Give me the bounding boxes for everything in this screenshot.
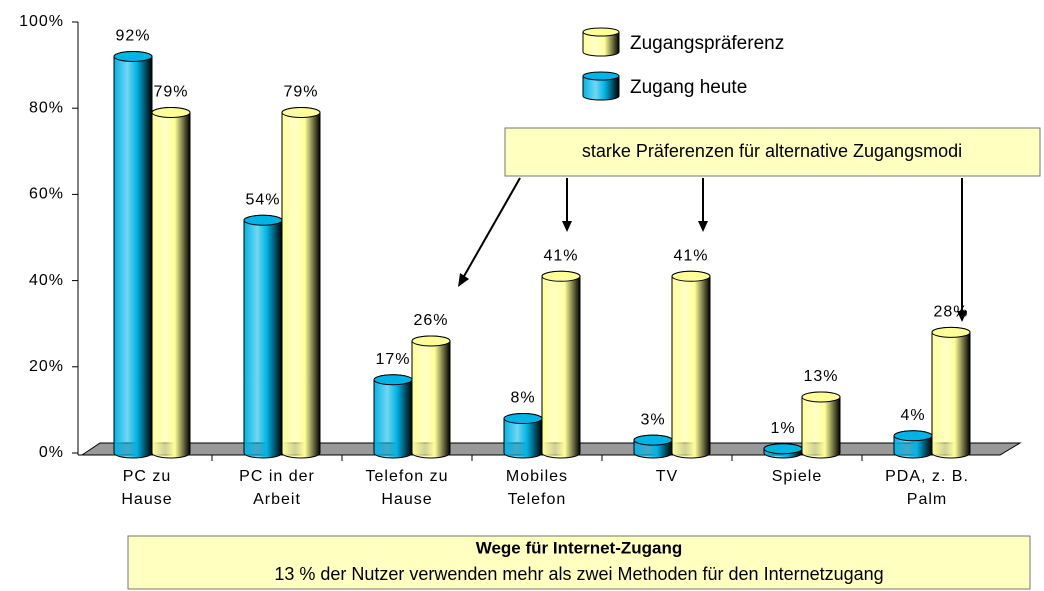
bar-top — [503, 413, 543, 425]
legend-swatch-top — [582, 71, 620, 81]
bar — [281, 107, 321, 459]
x-tick-label: Arbeit — [253, 491, 301, 508]
y-tick-label: 100% — [19, 13, 64, 30]
bar-top — [281, 107, 321, 119]
bar-top — [893, 430, 933, 442]
annotation-arrows — [462, 177, 963, 314]
value-label: 1% — [770, 420, 795, 437]
legend-swatch — [582, 31, 620, 57]
x-tick-label: TV — [656, 468, 678, 485]
bar — [243, 214, 283, 459]
x-tick-label: Telefon zu — [366, 468, 449, 485]
bar-top — [243, 214, 283, 226]
bar — [931, 326, 971, 459]
value-label: 54% — [245, 191, 280, 208]
bar-top — [763, 443, 803, 455]
annotation: starke Präferenzen für alternative Zugan… — [582, 141, 962, 161]
value-label: 41% — [543, 248, 578, 265]
value-label: 17% — [375, 351, 410, 368]
value-label: 79% — [283, 84, 318, 101]
bar — [541, 270, 581, 459]
bar-top — [411, 335, 451, 347]
arrow-heads — [458, 221, 967, 322]
bar — [671, 270, 711, 459]
bar-top — [151, 107, 191, 119]
x-tick-label: Spiele — [772, 468, 822, 485]
bar-top — [801, 391, 841, 403]
footer-box — [127, 535, 1031, 590]
value-label: 8% — [510, 390, 535, 407]
bar-top — [113, 50, 153, 62]
y-tick-label: 0% — [39, 444, 64, 461]
x-tick-label: Hause — [381, 491, 432, 508]
annotation-box — [504, 127, 1041, 177]
bar — [151, 107, 191, 459]
bar-top — [373, 374, 413, 386]
value-label: 13% — [803, 368, 838, 385]
x-tick-label: Mobiles — [506, 468, 568, 485]
legend-label: Zugang heute — [630, 77, 747, 98]
value-label: 41% — [673, 248, 708, 265]
value-label: 79% — [153, 84, 188, 101]
bar-top — [541, 270, 581, 282]
x-tick-label: Palm — [907, 491, 947, 508]
legend-swatch-top — [582, 27, 620, 37]
bar — [113, 51, 153, 459]
x-tick-label: PDA, z. B. — [885, 468, 969, 485]
bar-top — [633, 434, 673, 446]
x-tick-label: PC zu — [123, 468, 172, 485]
y-tick-label: 60% — [29, 186, 64, 203]
value-label: 4% — [900, 407, 925, 424]
bar-top — [671, 270, 711, 282]
x-tick-label: Hause — [121, 491, 172, 508]
bar — [373, 374, 413, 459]
legend-label: Zugangspräferenz — [630, 33, 784, 54]
footer-subtitle: 13 % der Nutzer verwenden mehr als zwei … — [274, 564, 883, 584]
value-label: 3% — [640, 411, 665, 428]
bar — [411, 335, 451, 459]
value-label: 26% — [413, 312, 448, 329]
footer-title: Wege für Internet-Zugang — [476, 538, 683, 557]
bar-top — [931, 326, 971, 338]
x-tick-label: PC in der — [239, 468, 315, 485]
value-label: 92% — [115, 28, 150, 45]
x-tick-label: Telefon — [508, 491, 567, 508]
y-tick-label: 20% — [29, 358, 64, 375]
y-tick-label: 40% — [29, 272, 64, 289]
legend-swatch — [582, 75, 620, 101]
value-label: 28% — [933, 304, 968, 321]
y-tick-label: 80% — [29, 99, 64, 116]
